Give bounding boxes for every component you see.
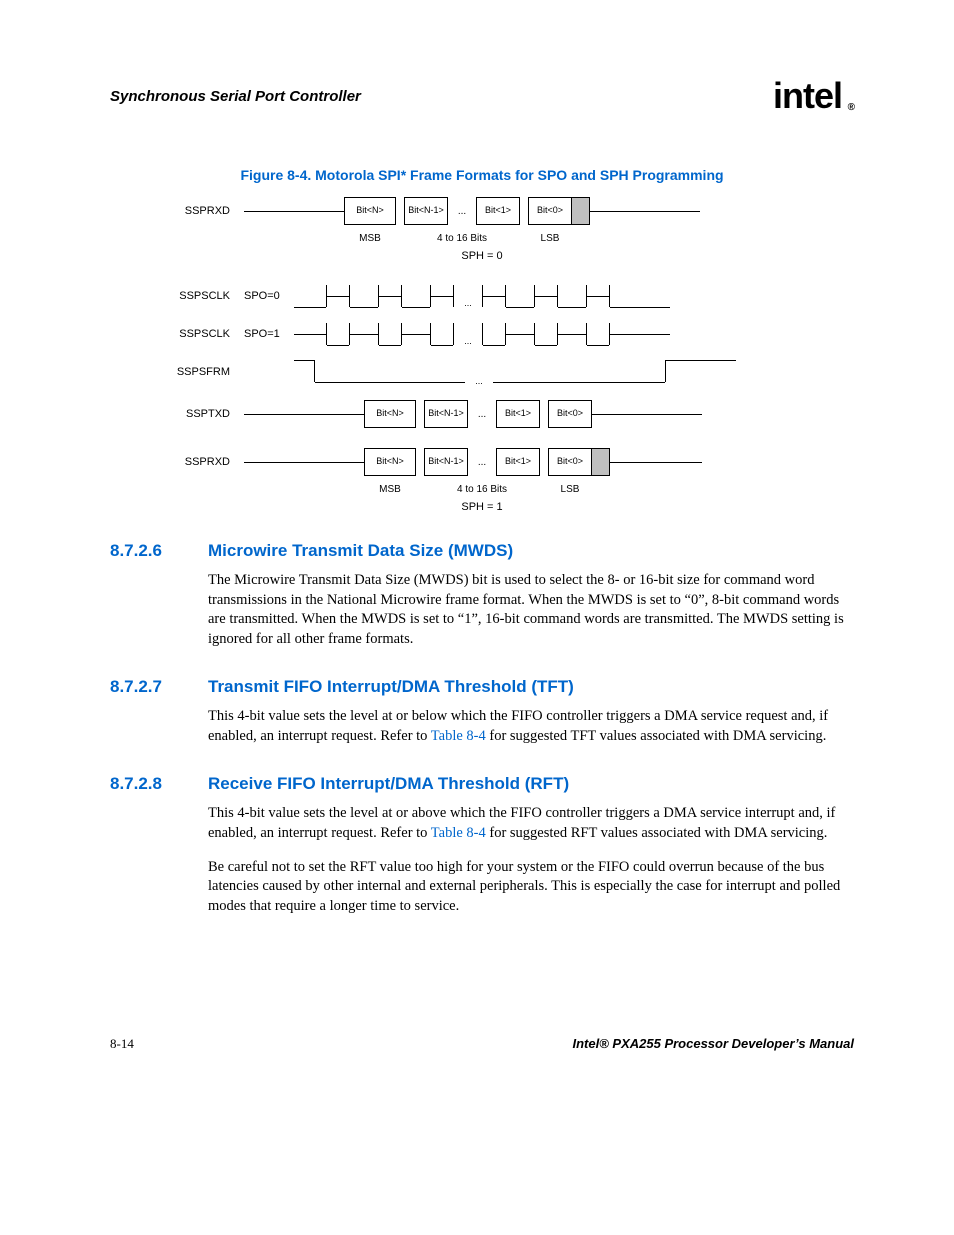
gray-box bbox=[592, 448, 610, 476]
bit-box: Bit<1> bbox=[476, 197, 520, 225]
signal-label: SSPSFRM bbox=[150, 366, 244, 378]
body-paragraph: The Microwire Transmit Data Size (MWDS) … bbox=[208, 571, 854, 649]
section-heading: 8.7.2.8 Receive FIFO Interrupt/DMA Thres… bbox=[110, 774, 854, 794]
page-footer: 8-14 Intel® PXA255 Processor Developer’s… bbox=[110, 1036, 854, 1052]
bit-box: Bit<N-1> bbox=[424, 400, 468, 428]
bit-box: Bit<0> bbox=[548, 400, 592, 428]
section-heading: 8.7.2.7 Transmit FIFO Interrupt/DMA Thre… bbox=[110, 677, 854, 697]
section-number: 8.7.2.8 bbox=[110, 774, 208, 794]
bit-box: Bit<N-1> bbox=[424, 448, 468, 476]
msb-label: MSB bbox=[364, 484, 416, 495]
spo-label: SPO=0 bbox=[244, 290, 294, 302]
footer-manual-title: Intel® PXA255 Processor Developer’s Manu… bbox=[573, 1036, 855, 1052]
signal-label: SSPTXD bbox=[150, 408, 244, 420]
body-paragraph: This 4-bit value sets the level at or be… bbox=[208, 707, 854, 746]
range-label: 4 to 16 Bits bbox=[404, 233, 520, 244]
cross-reference-link[interactable]: Table 8-4 bbox=[431, 825, 486, 841]
timing-diagram: SSPRXD Bit<N> Bit<N-1> ... Bit<1> Bit<0>… bbox=[150, 195, 814, 513]
bit-box: Bit<N-1> bbox=[404, 197, 448, 225]
intel-logo: intel ® bbox=[773, 75, 854, 117]
diagram-row-sspsclk-spo0: SSPSCLK SPO=0 ... bbox=[150, 280, 814, 312]
bit-box: Bit<N> bbox=[364, 400, 416, 428]
signal-label: SSPSCLK bbox=[150, 328, 244, 340]
lsb-label: LSB bbox=[528, 233, 572, 244]
dots: ... bbox=[448, 206, 476, 217]
section-heading: 8.7.2.6 Microwire Transmit Data Size (MW… bbox=[110, 541, 854, 561]
section-title: Microwire Transmit Data Size (MWDS) bbox=[208, 541, 513, 561]
diagram-row-sspsclk-spo1: SSPSCLK SPO=1 ... bbox=[150, 318, 814, 350]
bit-box: Bit<1> bbox=[496, 400, 540, 428]
gray-box bbox=[572, 197, 590, 225]
section-number: 8.7.2.7 bbox=[110, 677, 208, 697]
bit-box: Bit<N> bbox=[344, 197, 396, 225]
section-title: Receive FIFO Interrupt/DMA Threshold (RF… bbox=[208, 774, 569, 794]
diagram-row-sspsfrm: SSPSFRM ... bbox=[150, 356, 814, 388]
footer-page-number: 8-14 bbox=[110, 1036, 134, 1052]
page-header: Synchronous Serial Port Controller intel… bbox=[110, 75, 854, 117]
dots: ... bbox=[468, 409, 496, 420]
diagram-row-ssptxd: SSPTXD Bit<N> Bit<N-1> ... Bit<1> Bit<0> bbox=[150, 398, 814, 430]
signal-label: SSPRXD bbox=[150, 205, 244, 217]
annotation-row: MSB 4 to 16 Bits LSB bbox=[244, 233, 814, 244]
bit-box: Bit<0> bbox=[548, 448, 592, 476]
body-paragraph: This 4-bit value sets the level at or ab… bbox=[208, 804, 854, 843]
msb-label: MSB bbox=[344, 233, 396, 244]
signal-label: SSPRXD bbox=[150, 456, 244, 468]
signal-label: SSPSCLK bbox=[150, 290, 244, 302]
annotation-row: MSB 4 to 16 Bits LSB bbox=[244, 484, 814, 495]
figure-caption: Figure 8-4. Motorola SPI* Frame Formats … bbox=[110, 167, 854, 183]
bit-box: Bit<1> bbox=[496, 448, 540, 476]
body-paragraph: Be careful not to set the RFT value too … bbox=[208, 858, 854, 917]
cross-reference-link[interactable]: Table 8-4 bbox=[431, 728, 486, 744]
logo-text: intel bbox=[773, 75, 842, 116]
section-title: Transmit FIFO Interrupt/DMA Threshold (T… bbox=[208, 677, 574, 697]
header-title: Synchronous Serial Port Controller bbox=[110, 88, 361, 105]
section-number: 8.7.2.6 bbox=[110, 541, 208, 561]
diagram-row-ssprxd-bottom: SSPRXD Bit<N> Bit<N-1> ... Bit<1> Bit<0> bbox=[150, 446, 814, 478]
spo-label: SPO=1 bbox=[244, 328, 294, 340]
range-label: 4 to 16 Bits bbox=[424, 484, 540, 495]
diagram-row-ssprxd-top: SSPRXD Bit<N> Bit<N-1> ... Bit<1> Bit<0> bbox=[150, 195, 814, 227]
bit-box: Bit<N> bbox=[364, 448, 416, 476]
sph-label: SPH = 0 bbox=[150, 250, 814, 262]
lsb-label: LSB bbox=[548, 484, 592, 495]
sph-label: SPH = 1 bbox=[150, 501, 814, 513]
bit-box: Bit<0> bbox=[528, 197, 572, 225]
logo-reg: ® bbox=[848, 102, 854, 113]
dots: ... bbox=[468, 457, 496, 468]
